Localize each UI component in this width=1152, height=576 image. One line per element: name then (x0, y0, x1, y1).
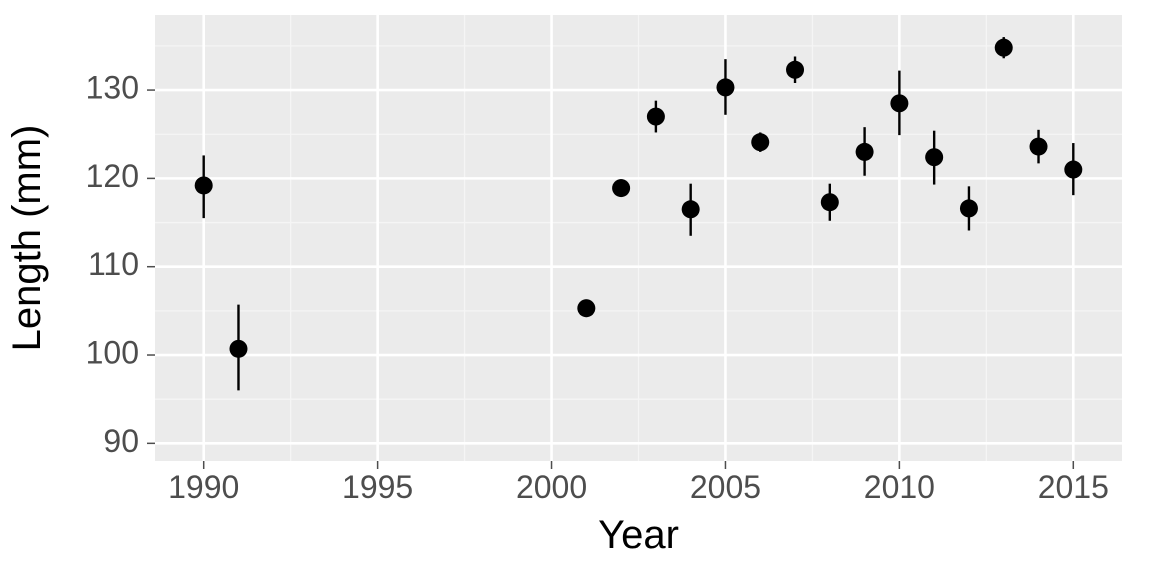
data-point (229, 340, 247, 358)
data-point (716, 78, 734, 96)
data-point (612, 179, 630, 197)
y-axis-title: Length (mm) (5, 125, 49, 352)
length-vs-year-chart: 1990 1995 2000 2005 2010 2015 90 100 110 120 130 Ye… (0, 0, 1152, 576)
data-point (856, 143, 874, 161)
data-point (925, 148, 943, 166)
data-point (1030, 138, 1048, 156)
data-point (647, 108, 665, 126)
chart-svg: 1990 1995 2000 2005 2010 2015 90 100 110 120 130 Ye… (0, 0, 1152, 576)
data-point (577, 299, 595, 317)
y-tick-label: 130 (86, 70, 139, 106)
data-point (821, 193, 839, 211)
x-axis-title: Year (598, 513, 679, 557)
data-point (195, 176, 213, 194)
y-tick-label: 90 (103, 423, 139, 459)
x-tick-label: 2000 (516, 469, 587, 505)
x-axis: 1990 1995 2000 2005 2010 2015 (168, 461, 1109, 505)
data-point (786, 61, 804, 79)
x-tick-label: 2015 (1038, 469, 1109, 505)
data-point (890, 94, 908, 112)
x-tick-label: 1990 (168, 469, 239, 505)
y-tick-label: 110 (88, 246, 139, 282)
data-point (751, 133, 769, 151)
x-tick-label: 2005 (690, 469, 761, 505)
data-point (960, 199, 978, 217)
y-tick-label: 120 (86, 158, 139, 194)
y-axis: 90 100 110 120 130 (86, 70, 155, 459)
y-tick-label: 100 (86, 334, 139, 370)
data-point (682, 200, 700, 218)
x-tick-label: 1995 (342, 469, 413, 505)
x-tick-label: 2010 (864, 469, 935, 505)
data-point (995, 39, 1013, 57)
data-point (1064, 161, 1082, 179)
